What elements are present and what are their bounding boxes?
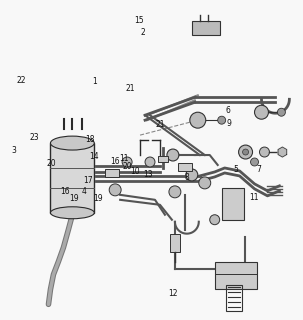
Circle shape	[190, 112, 206, 128]
Circle shape	[218, 116, 226, 124]
Text: 20: 20	[122, 162, 132, 171]
Text: 3: 3	[11, 146, 16, 155]
Bar	[170, 234, 180, 252]
Text: 2: 2	[140, 28, 145, 37]
Text: 12: 12	[168, 289, 177, 298]
Text: 21: 21	[156, 120, 165, 130]
Circle shape	[251, 158, 258, 166]
Circle shape	[255, 105, 268, 119]
Bar	[222, 188, 244, 220]
Text: 13: 13	[144, 170, 153, 179]
Circle shape	[186, 169, 198, 181]
Text: 22: 22	[16, 76, 26, 85]
Circle shape	[167, 149, 179, 161]
Polygon shape	[278, 147, 287, 157]
Bar	[192, 21, 220, 35]
Circle shape	[109, 184, 121, 196]
Circle shape	[243, 149, 248, 155]
Bar	[105, 169, 119, 177]
Circle shape	[169, 186, 181, 198]
Bar	[51, 143, 94, 213]
Text: 16: 16	[60, 187, 70, 196]
Text: 8: 8	[185, 173, 189, 182]
Circle shape	[122, 157, 132, 167]
Text: 18: 18	[85, 135, 95, 144]
Text: 15: 15	[135, 16, 144, 25]
Text: 16: 16	[110, 157, 119, 166]
Text: 19: 19	[93, 194, 103, 203]
Circle shape	[210, 215, 220, 225]
Text: 23: 23	[29, 133, 39, 142]
Circle shape	[278, 108, 285, 116]
Text: 14: 14	[89, 152, 99, 161]
Text: 20: 20	[47, 159, 56, 168]
Circle shape	[259, 147, 269, 157]
Text: 11: 11	[120, 154, 129, 163]
Bar	[158, 156, 168, 162]
Text: 11: 11	[249, 193, 259, 202]
Circle shape	[199, 177, 211, 189]
Text: 17: 17	[83, 176, 93, 185]
Text: 4: 4	[81, 187, 86, 196]
Text: 6: 6	[226, 106, 231, 115]
Text: 9: 9	[227, 119, 232, 128]
Circle shape	[238, 145, 252, 159]
Circle shape	[145, 157, 155, 167]
Bar	[178, 163, 192, 171]
Bar	[226, 285, 241, 311]
Text: 7: 7	[256, 165, 261, 174]
Ellipse shape	[51, 136, 94, 150]
Text: 21: 21	[126, 84, 135, 93]
Text: 19: 19	[69, 194, 78, 203]
Text: 5: 5	[233, 165, 238, 174]
Text: 10: 10	[130, 167, 140, 176]
Text: 1: 1	[92, 77, 97, 86]
Ellipse shape	[51, 207, 94, 219]
Bar	[215, 261, 257, 289]
